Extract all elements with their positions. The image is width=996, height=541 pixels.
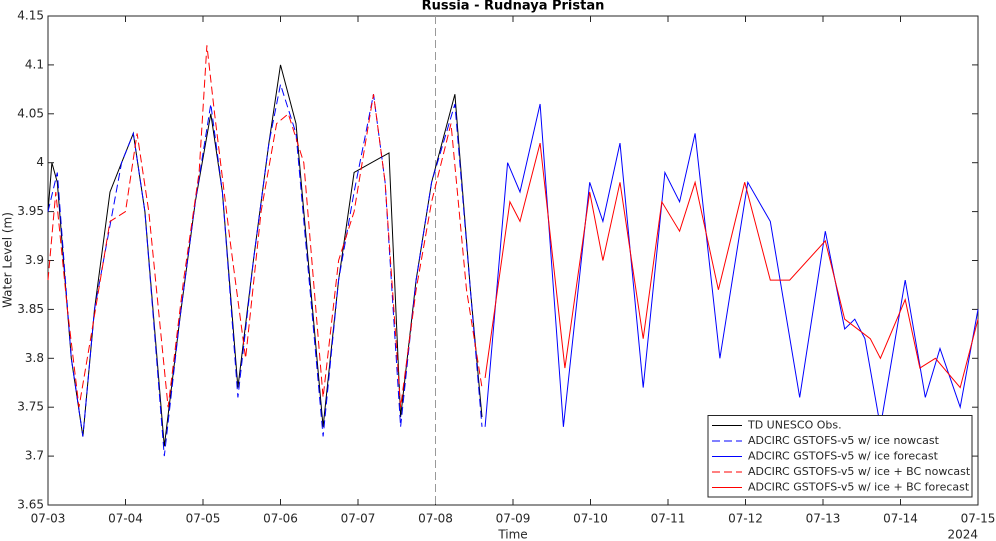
y-tick-label: 4.05 [17,106,44,120]
x-tick-label: 07-14 [883,512,918,526]
series-line [47,45,483,408]
x-tick-label: 07-03 [31,512,66,526]
x-tick-label: 07-08 [418,512,453,526]
y-tick-label: 3.75 [17,400,44,414]
y-tick-label: 3.95 [17,204,44,218]
y-tick-label: 4.1 [25,57,44,71]
legend-label: ADCIRC GSTOFS-v5 w/ ice nowcast [748,434,940,447]
y-tick-label: 3.65 [17,498,44,512]
y-tick-label: 3.85 [17,302,44,316]
y-tick-label: 4 [36,155,44,169]
x-tick-label: 07-09 [496,512,531,526]
series-line [484,103,979,427]
x-tick-label: 07-06 [263,512,298,526]
legend-label: TD UNESCO Obs. [747,419,842,432]
x-tick-label: 07-12 [728,512,763,526]
y-tick-label: 3.7 [25,449,44,463]
legend-label: ADCIRC GSTOFS-v5 w/ ice + BC forecast [748,481,970,494]
y-tick-label: 4.15 [17,9,44,23]
series-line [47,84,483,457]
legend-box [707,415,973,498]
x-axis-label: Time [497,528,527,541]
x-tick-label: 07-05 [186,512,221,526]
y-axis-label: Water Level (m) [1,212,15,308]
x-tick-label: 07-15 [961,512,996,526]
x-tick-label: 07-04 [108,512,143,526]
x-tick-label: 07-11 [651,512,686,526]
y-tick-label: 3.8 [25,351,44,365]
x-annotation: 2024 [947,528,978,541]
x-tick-label: 07-10 [573,512,608,526]
x-tick-label: 07-13 [806,512,841,526]
x-tick-label: 07-07 [341,512,376,526]
legend-label: ADCIRC GSTOFS-v5 w/ ice forecast [748,450,939,463]
y-tick-label: 3.9 [25,253,44,267]
chart-title: Russia - Rudnaya Pristan [422,0,605,14]
legend-label: ADCIRC GSTOFS-v5 w/ ice + BC nowcast [748,465,971,478]
series-line [484,142,979,389]
